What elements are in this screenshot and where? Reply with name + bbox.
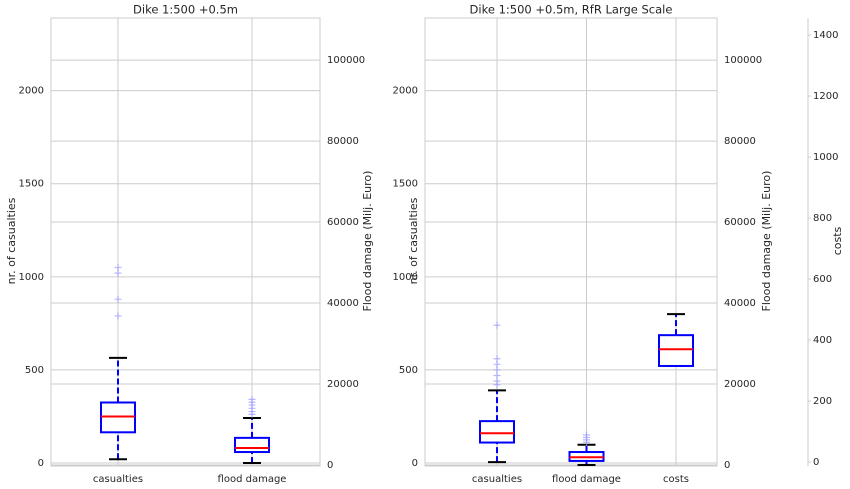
y3-tick-label: 1400 — [813, 30, 838, 41]
y2-tick-label: 0 — [724, 460, 730, 471]
flier — [248, 395, 256, 403]
x-tick-label: casualties — [93, 474, 143, 485]
y2-axis-label: Flood damage (Milj. Euro) — [760, 171, 773, 312]
x-tick-label: costs — [663, 474, 689, 485]
y2-tick-label: 40000 — [724, 298, 756, 309]
y-tick-label: 2000 — [393, 86, 418, 97]
y-tick-label: 1000 — [19, 272, 44, 283]
y2-tick-label: 0 — [327, 460, 333, 471]
y-tick-label: 1500 — [19, 179, 44, 190]
subplot: casualties flood damage050010001500200002… — [5, 3, 374, 486]
y3-tick-label: 600 — [813, 274, 832, 285]
y-tick-label: 1000 — [393, 272, 418, 283]
box-plot — [568, 431, 605, 466]
y3-tick-label: 400 — [813, 335, 832, 346]
y2-tick-label: 100000 — [327, 55, 365, 66]
x-tick-label: flood damage — [552, 474, 621, 485]
y2-tick-label: 100000 — [724, 55, 762, 66]
x-tick-label: flood damage — [218, 474, 287, 485]
y3-tick-label: 0 — [813, 457, 819, 468]
y-tick-label: 2000 — [19, 86, 44, 97]
subplot: casualties flood damage costs 0 500 1000 1500 2… — [393, 3, 844, 486]
box — [479, 420, 515, 444]
y3-tick-label: 800 — [813, 213, 832, 224]
y2-tick-label: 80000 — [327, 136, 359, 147]
y-axis-label: nr. of casualties — [407, 197, 420, 284]
y2-tick-label: 20000 — [327, 379, 359, 390]
plot-area — [424, 17, 718, 467]
box-plot — [100, 264, 136, 461]
flier — [114, 264, 122, 272]
flier — [493, 355, 501, 363]
y2-axis-label: Flood damage (Milj. Euro) — [361, 171, 374, 312]
y3-tick-label: 200 — [813, 396, 832, 407]
flier — [583, 431, 590, 439]
y-tick-label: 0 — [412, 458, 418, 469]
y2-tick-label: 60000 — [327, 217, 359, 228]
box — [234, 436, 270, 454]
y-axis-label: nr. of casualties — [5, 197, 18, 284]
chart-title: Dike 1:500 +0.5m, RfR Large Scale — [470, 3, 673, 17]
plot-area — [50, 17, 321, 467]
chart-title: Dike 1:500 +0.5m — [133, 3, 238, 17]
y2-tick-label: 80000 — [724, 136, 756, 147]
y3-tick-label: 1000 — [813, 152, 838, 163]
y3-axis-label: costs — [831, 226, 844, 255]
y3-tick-label: 1200 — [813, 91, 838, 102]
y-tick-label: 500 — [399, 365, 418, 376]
y-tick-label: 1500 — [393, 179, 418, 190]
x-tick-label: casualties — [472, 474, 522, 485]
y2-tick-label: 60000 — [724, 217, 756, 228]
y2-tick-label: 40000 — [327, 298, 359, 309]
y-tick-label: 0 — [38, 458, 44, 469]
flier — [114, 295, 122, 303]
box-plot — [479, 321, 515, 464]
y2-tick-label: 20000 — [724, 379, 756, 390]
y-tick-label: 500 — [25, 365, 44, 376]
flier — [493, 321, 501, 329]
box — [658, 334, 694, 367]
box-plot — [234, 395, 270, 464]
box-plot — [658, 313, 694, 367]
flier — [114, 312, 122, 320]
